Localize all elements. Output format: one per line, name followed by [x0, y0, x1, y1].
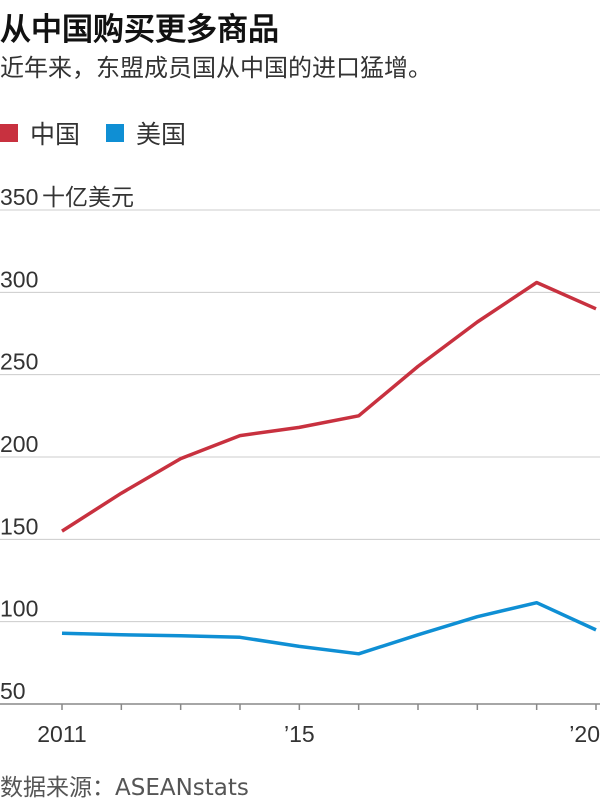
- y-tick-label-250: 250: [0, 349, 38, 375]
- y-axis-unit-label: 十亿美元: [42, 185, 134, 211]
- legend: 中国 美国: [0, 116, 212, 150]
- source-note: 数据来源：ASEANstats: [0, 775, 249, 801]
- y-tick-label-200: 200: [0, 431, 38, 457]
- y-tick-label-150: 150: [0, 513, 38, 539]
- x-tick-label-2015: ’15: [284, 721, 315, 747]
- y-tick-label-50: 50: [0, 678, 26, 704]
- x-tick-label-2020: ’20: [569, 721, 600, 747]
- chart-subtitle: 近年来，东盟成员国从中国的进口猛增。: [0, 54, 432, 82]
- y-tick-label-100: 100: [0, 596, 38, 622]
- legend-item-us: 美国: [106, 115, 186, 151]
- legend-item-china: 中国: [0, 115, 80, 151]
- series-line-us: [61, 600, 597, 656]
- y-tick-label-300: 300: [0, 266, 38, 292]
- legend-label-us: 美国: [136, 120, 187, 149]
- x-tick-label-2011: 2011: [37, 721, 86, 747]
- legend-swatch-us: [106, 124, 125, 142]
- legend-label-china: 中国: [30, 120, 81, 149]
- chart-title: 从中国购买更多商品: [0, 12, 279, 48]
- series-line-china: [61, 280, 597, 533]
- y-tick-label-350: 350: [0, 184, 38, 210]
- legend-swatch-china: [0, 124, 18, 142]
